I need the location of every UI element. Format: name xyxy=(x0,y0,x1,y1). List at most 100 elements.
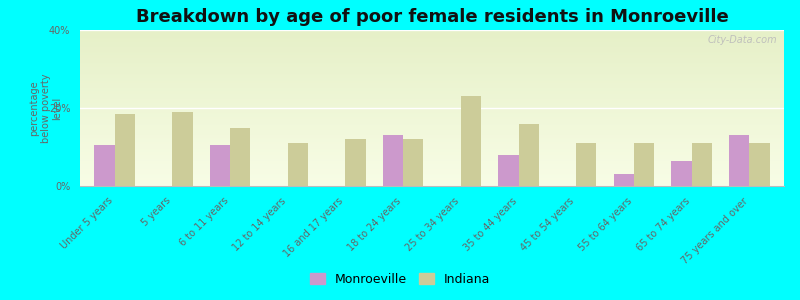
Bar xyxy=(80,178,784,180)
Bar xyxy=(80,100,784,102)
Bar xyxy=(80,97,784,99)
Bar xyxy=(80,128,784,130)
Bar xyxy=(80,173,784,175)
Bar xyxy=(80,77,784,78)
Bar xyxy=(80,46,784,47)
Bar xyxy=(80,53,784,55)
Bar xyxy=(80,55,784,56)
Bar xyxy=(80,33,784,35)
Bar xyxy=(80,30,784,31)
Bar xyxy=(80,142,784,144)
Bar xyxy=(80,125,784,127)
Bar xyxy=(80,58,784,60)
Bar xyxy=(80,121,784,122)
Bar xyxy=(671,161,692,186)
Bar xyxy=(576,143,597,186)
Bar xyxy=(80,74,784,75)
Bar xyxy=(80,131,784,133)
Bar xyxy=(80,44,784,46)
Bar xyxy=(80,78,784,80)
Bar xyxy=(80,184,784,186)
Bar xyxy=(80,66,784,68)
Bar xyxy=(80,152,784,153)
Legend: Monroeville, Indiana: Monroeville, Indiana xyxy=(305,268,495,291)
Bar xyxy=(80,177,784,178)
Bar xyxy=(80,133,784,134)
Bar xyxy=(80,82,784,83)
Bar xyxy=(80,91,784,92)
Text: City-Data.com: City-Data.com xyxy=(707,35,777,45)
Bar xyxy=(80,124,784,125)
Bar xyxy=(80,138,784,139)
Bar xyxy=(80,94,784,95)
Bar xyxy=(80,169,784,170)
Bar xyxy=(80,161,784,163)
Bar xyxy=(80,99,784,100)
Bar xyxy=(80,41,784,43)
Bar xyxy=(80,50,784,52)
Bar xyxy=(80,144,784,146)
Bar xyxy=(80,183,784,184)
Bar xyxy=(80,139,784,141)
Bar xyxy=(80,95,784,97)
Bar xyxy=(80,110,784,111)
Bar xyxy=(80,155,784,156)
Bar xyxy=(80,163,784,164)
Bar xyxy=(750,143,770,186)
Bar xyxy=(80,85,784,86)
Bar xyxy=(288,143,308,186)
Bar xyxy=(80,114,784,116)
Bar xyxy=(383,135,403,186)
Bar xyxy=(80,56,784,58)
Bar xyxy=(114,114,135,186)
Bar xyxy=(80,61,784,63)
Bar xyxy=(80,38,784,39)
Bar xyxy=(80,130,784,131)
Bar xyxy=(210,145,230,186)
Bar xyxy=(80,180,784,181)
Bar xyxy=(80,69,784,70)
Bar xyxy=(80,105,784,106)
Bar xyxy=(80,116,784,117)
Bar xyxy=(498,155,518,186)
Bar xyxy=(729,135,750,186)
Bar xyxy=(80,122,784,124)
Bar xyxy=(80,52,784,53)
Bar xyxy=(80,102,784,103)
Bar xyxy=(80,80,784,82)
Bar xyxy=(80,86,784,88)
Bar xyxy=(80,147,784,148)
Bar xyxy=(230,128,250,186)
Bar xyxy=(80,68,784,69)
Bar xyxy=(80,36,784,38)
Bar xyxy=(80,117,784,119)
Bar xyxy=(80,35,784,36)
Bar xyxy=(80,60,784,61)
Bar xyxy=(80,89,784,91)
Bar xyxy=(80,141,784,142)
Bar xyxy=(80,106,784,108)
Bar xyxy=(346,139,366,186)
Bar xyxy=(80,160,784,161)
Bar xyxy=(80,153,784,155)
Bar xyxy=(461,96,481,186)
Bar xyxy=(692,143,712,186)
Bar xyxy=(80,103,784,105)
Bar xyxy=(634,143,654,186)
Bar xyxy=(80,167,784,169)
Bar xyxy=(80,156,784,158)
Bar xyxy=(80,92,784,94)
Bar xyxy=(80,148,784,150)
Bar xyxy=(80,49,784,50)
Bar xyxy=(80,158,784,160)
Bar xyxy=(80,39,784,41)
Bar xyxy=(80,75,784,77)
Bar xyxy=(80,181,784,183)
Bar xyxy=(80,136,784,138)
Bar xyxy=(80,146,784,147)
Bar xyxy=(80,164,784,166)
Bar xyxy=(80,72,784,74)
Bar xyxy=(518,124,538,186)
Bar xyxy=(80,119,784,121)
Bar xyxy=(80,170,784,172)
